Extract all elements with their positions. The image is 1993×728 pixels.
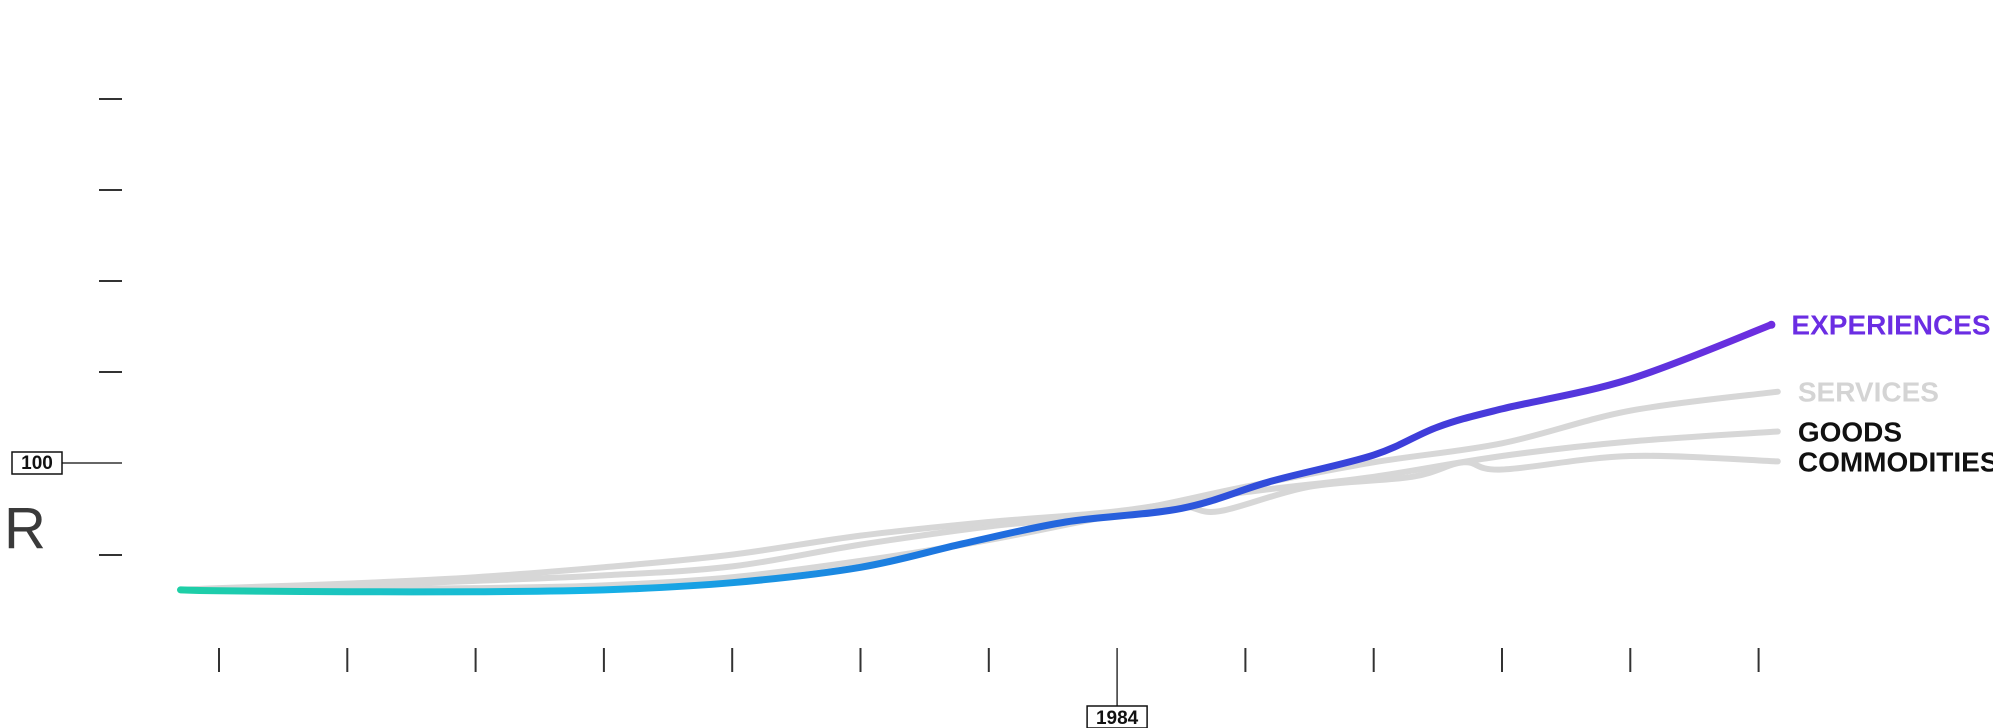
series-line-experiences <box>177 321 1775 596</box>
x-tick-label-box <box>1086 705 1148 728</box>
x-tick-label: 1984 <box>1096 708 1139 728</box>
y-axis: 100 <box>11 98 122 556</box>
y-tick-label: 100 <box>21 453 53 474</box>
series-layer <box>177 320 1781 596</box>
series-label-experiences: EXPERIENCES <box>1791 310 1990 341</box>
edge-letter: R <box>4 496 46 561</box>
series-label-services: SERVICES <box>1798 377 1939 408</box>
series-end-dot-experiences <box>1767 320 1776 329</box>
series-line-goods <box>177 428 1781 593</box>
series-label-commodities: COMMODITIES <box>1798 446 1993 477</box>
x-axis: 1984 <box>218 648 1760 728</box>
series-line-services <box>177 388 1781 594</box>
series-label-goods: GOODS <box>1798 417 1902 448</box>
y-tick-label-box <box>11 451 63 475</box>
